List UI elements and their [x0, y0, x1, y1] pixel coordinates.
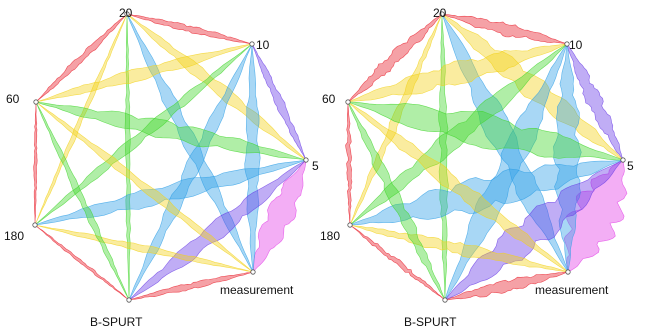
- node-marker: [124, 11, 130, 17]
- node-marker: [442, 297, 448, 303]
- node-label: B-SPURT: [404, 315, 457, 329]
- node-label: 60: [322, 92, 336, 106]
- node-marker: [620, 157, 626, 163]
- chord-band-2: [252, 159, 307, 273]
- node-label: 180: [320, 229, 340, 243]
- node-marker: [347, 222, 353, 228]
- node-marker: [303, 157, 309, 163]
- node-label: 5: [627, 159, 634, 173]
- chord-band-5: [33, 101, 38, 226]
- node-label: 5: [312, 159, 319, 173]
- node-label: 20: [433, 6, 447, 20]
- node-marker: [250, 269, 256, 275]
- node-marker: [33, 99, 39, 105]
- node-label: measurement: [220, 283, 294, 297]
- node-marker: [564, 41, 570, 47]
- node-label: 20: [119, 6, 133, 20]
- node-marker: [249, 41, 255, 47]
- node-marker: [32, 222, 38, 228]
- chord-band-5: [345, 101, 353, 226]
- chord-band-1: [251, 43, 307, 161]
- node-marker: [565, 269, 571, 275]
- node-label: measurement: [535, 283, 609, 297]
- node-marker: [439, 11, 445, 17]
- node-label: 60: [6, 92, 20, 106]
- node-marker: [126, 297, 132, 303]
- right-panel: 20 10 5 measurement B-SPURT 180 60: [320, 6, 634, 329]
- node-marker: [345, 99, 351, 105]
- left-panel: 20 10 5 measurement B-SPURT 180 60: [4, 6, 319, 329]
- node-label: B-SPURT: [90, 315, 143, 329]
- node-label: 10: [256, 38, 270, 52]
- chord-band-9: [124, 13, 131, 301]
- chord-band-11: [244, 43, 261, 273]
- node-label: 180: [4, 229, 24, 243]
- node-label: 10: [569, 38, 583, 52]
